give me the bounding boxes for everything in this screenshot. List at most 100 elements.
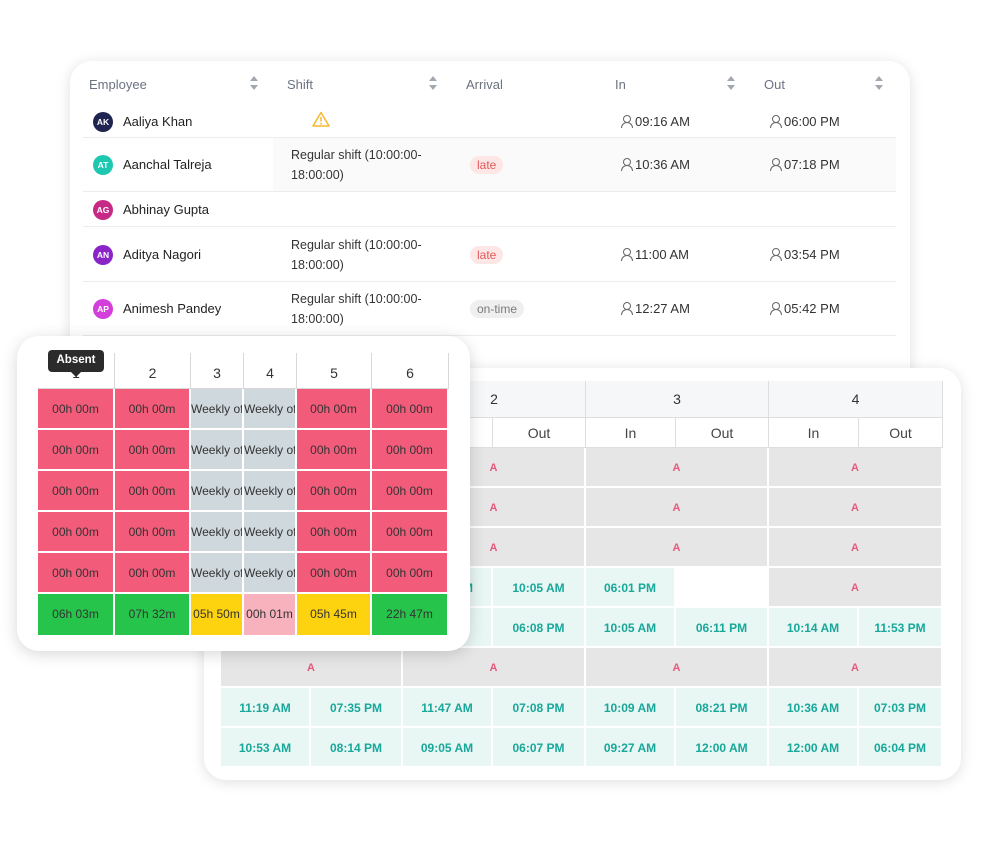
sort-out-icon[interactable] <box>875 76 883 90</box>
time-cell[interactable]: 11:19 AM <box>221 688 311 728</box>
column-header-arrival[interactable]: Arrival <box>466 77 503 92</box>
absent-cell[interactable]: A <box>586 488 769 528</box>
time-cell[interactable]: 10:05 AM <box>493 568 586 608</box>
hours-cell[interactable]: 00h 00m <box>115 471 191 512</box>
employee-row[interactable]: AG Abhinay Gupta <box>83 192 896 227</box>
hours-cell[interactable]: 00h 00m <box>38 471 115 512</box>
time-cell[interactable]: 12:00 AM <box>769 728 859 768</box>
person-icon <box>621 114 633 128</box>
punch-in-time: 09:16 AM <box>621 114 690 129</box>
in-column-header: In <box>769 418 859 448</box>
hours-cell[interactable]: Weekly of <box>191 512 244 553</box>
column-header-out[interactable]: Out <box>764 77 785 92</box>
arrival-status-badge: late <box>470 156 504 174</box>
hours-cell[interactable]: Weekly of <box>244 553 297 594</box>
hours-cell[interactable]: Weekly of <box>191 553 244 594</box>
hours-cell[interactable]: 22h 47m <box>372 594 449 635</box>
hours-cell[interactable]: 00h 00m <box>297 430 372 471</box>
absent-cell[interactable]: A <box>586 448 769 488</box>
hours-cell[interactable]: Weekly of <box>244 512 297 553</box>
hours-cell[interactable]: Weekly of <box>191 389 244 430</box>
absent-cell[interactable]: A <box>769 568 943 608</box>
absent-cell[interactable]: A <box>769 648 943 688</box>
time-cell[interactable]: 06:04 PM <box>859 728 943 768</box>
hours-cell[interactable]: 00h 00m <box>38 430 115 471</box>
time-cell[interactable]: 09:05 AM <box>403 728 493 768</box>
absent-cell[interactable]: A <box>221 648 403 688</box>
hours-cell[interactable]: 00h 00m <box>372 512 449 553</box>
column-header-shift[interactable]: Shift <box>287 77 314 92</box>
absent-cell[interactable]: A <box>586 528 769 568</box>
employee-name[interactable]: Aanchal Talreja <box>123 157 212 172</box>
avatar: AG <box>93 199 113 220</box>
time-cell[interactable]: 09:27 AM <box>586 728 676 768</box>
hours-cell[interactable]: 07h 32m <box>115 594 191 635</box>
shift-name: Regular shift (10:00:00-18:00:00) <box>291 237 422 272</box>
time-cell[interactable]: 07:08 PM <box>493 688 586 728</box>
time-cell[interactable]: 07:03 PM <box>859 688 943 728</box>
hours-cell[interactable]: Weekly of <box>244 471 297 512</box>
hours-cell[interactable]: 00h 00m <box>372 471 449 512</box>
employee-name[interactable]: Abhinay Gupta <box>123 201 210 217</box>
hours-cell[interactable]: 05h 50m <box>191 594 244 635</box>
column-header-in[interactable]: In <box>615 77 626 92</box>
hours-cell[interactable]: 00h 00m <box>372 553 449 594</box>
hours-cell[interactable]: 06h 03m <box>38 594 115 635</box>
hours-cell[interactable]: 00h 00m <box>372 389 449 430</box>
hours-cell[interactable]: Weekly of <box>191 430 244 471</box>
employee-row[interactable]: AP Animesh Pandey Regular shift (10:00:00-… <box>83 282 896 336</box>
hours-cell[interactable]: 00h 00m <box>115 389 191 430</box>
time-cell[interactable]: 08:21 PM <box>676 688 769 728</box>
employee-name[interactable]: Aaliya Khan <box>123 113 193 129</box>
employee-row[interactable]: AN Aditya Nagori Regular shift (10:00:00-1… <box>83 227 896 282</box>
column-header-employee[interactable]: Employee <box>89 77 147 92</box>
time-cell[interactable]: 12:00 AM <box>676 728 769 768</box>
punch-out-time: 06:00 PM <box>770 114 840 129</box>
hours-cell[interactable]: 00h 00m <box>38 553 115 594</box>
absent-cell[interactable]: A <box>586 648 769 688</box>
time-cell[interactable]: 06:11 PM <box>676 608 769 648</box>
time-value: 05:42 PM <box>784 301 840 316</box>
employee-name[interactable]: Animesh Pandey <box>123 301 222 316</box>
time-cell[interactable]: 10:53 AM <box>221 728 311 768</box>
absent-cell[interactable]: A <box>769 488 943 528</box>
sort-shift-icon[interactable] <box>429 76 437 90</box>
hours-cell[interactable]: 00h 00m <box>115 512 191 553</box>
employee-name[interactable]: Aditya Nagori <box>123 246 202 262</box>
hours-cell[interactable]: Weekly of <box>244 389 297 430</box>
hours-cell[interactable]: 00h 00m <box>297 389 372 430</box>
sort-in-icon[interactable] <box>727 76 735 90</box>
time-value: 06:00 PM <box>784 113 840 129</box>
time-cell[interactable]: 08:14 PM <box>311 728 403 768</box>
time-cell[interactable]: 11:53 PM <box>859 608 943 648</box>
hours-cell[interactable]: Weekly of <box>244 430 297 471</box>
time-cell[interactable]: 10:05 AM <box>586 608 676 648</box>
time-cell[interactable]: 07:35 PM <box>311 688 403 728</box>
employee-row[interactable]: AK Aaliya Khan 09:16 AM 06:00 PM <box>83 105 896 138</box>
hours-cell[interactable]: 00h 00m <box>297 512 372 553</box>
hours-cell[interactable]: 00h 00m <box>38 389 115 430</box>
hours-cell[interactable]: Weekly of <box>191 471 244 512</box>
hours-cell[interactable]: 00h 00m <box>38 512 115 553</box>
time-cell[interactable]: 06:08 PM <box>493 608 586 648</box>
hours-cell[interactable]: 00h 00m <box>372 430 449 471</box>
hours-cell[interactable]: 00h 00m <box>115 430 191 471</box>
time-cell[interactable]: 10:14 AM <box>769 608 859 648</box>
warning-icon[interactable] <box>312 111 330 127</box>
hours-cell[interactable]: 05h 45m <box>297 594 372 635</box>
employee-row[interactable]: AT Aanchal Talreja Regular shift (10:00:00… <box>83 138 896 192</box>
time-cell[interactable]: 06:07 PM <box>493 728 586 768</box>
hours-cell[interactable]: 00h 00m <box>297 553 372 594</box>
absent-cell[interactable]: A <box>403 648 586 688</box>
absent-cell[interactable]: A <box>769 448 943 488</box>
hours-cell[interactable]: 00h 00m <box>297 471 372 512</box>
time-cell[interactable]: 06:01 PM <box>586 568 676 608</box>
absent-cell[interactable]: A <box>769 528 943 568</box>
time-cell[interactable]: 11:47 AM <box>403 688 493 728</box>
hours-cell[interactable]: 00h 00m <box>115 553 191 594</box>
time-cell[interactable]: 10:36 AM <box>769 688 859 728</box>
avatar: AP <box>93 299 113 319</box>
time-cell[interactable]: 10:09 AM <box>586 688 676 728</box>
hours-cell[interactable]: 00h 01m <box>244 594 297 635</box>
sort-employee-icon[interactable] <box>250 76 258 90</box>
